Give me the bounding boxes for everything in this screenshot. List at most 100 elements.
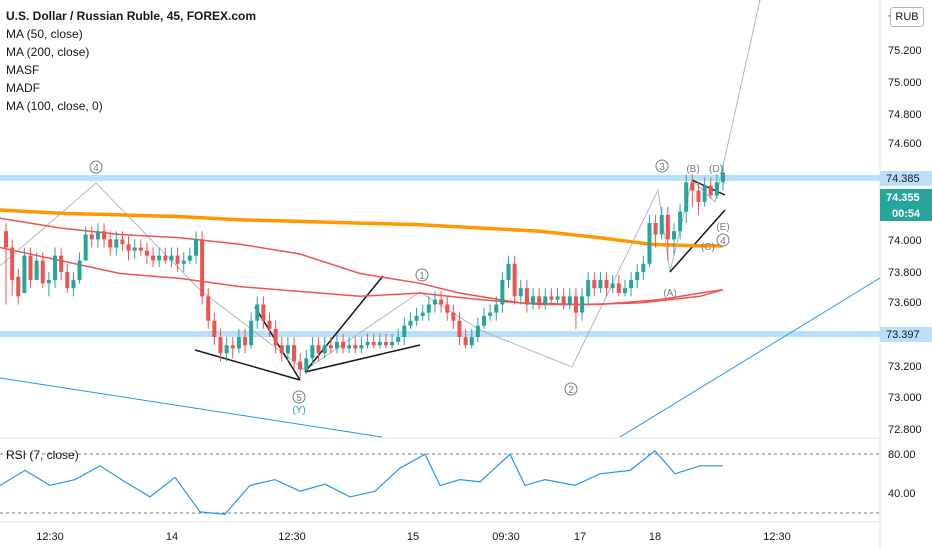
symbol-title[interactable]: U.S. Dollar / Russian Ruble, 45, FOREX.c… bbox=[6, 9, 257, 23]
candle bbox=[163, 247, 168, 264]
candle-body bbox=[426, 304, 431, 313]
ma-line-0 bbox=[0, 246, 724, 306]
candle bbox=[59, 247, 64, 281]
candle bbox=[561, 288, 566, 310]
candle-body bbox=[328, 345, 333, 349]
currency-button[interactable]: RUB bbox=[890, 7, 924, 27]
candle-body bbox=[144, 250, 149, 256]
candle-body bbox=[347, 345, 352, 349]
candle bbox=[451, 304, 456, 329]
candle-body bbox=[488, 312, 493, 316]
wedge-lower-line bbox=[194, 349, 301, 381]
candle bbox=[482, 307, 486, 329]
indicator-ma50[interactable]: MA (50, close) bbox=[6, 27, 83, 41]
candle-body bbox=[138, 247, 143, 251]
candle bbox=[573, 288, 578, 329]
candle-body bbox=[163, 255, 168, 261]
candle bbox=[537, 288, 542, 310]
wave-marker-2 bbox=[564, 382, 578, 396]
candle bbox=[714, 174, 719, 199]
candle bbox=[567, 288, 572, 310]
wave-label: (A) bbox=[663, 288, 676, 299]
wave-label: 3 bbox=[659, 162, 665, 173]
candle bbox=[390, 333, 395, 349]
candle-body bbox=[604, 280, 609, 289]
candlesticks bbox=[4, 164, 725, 378]
wave-label: (E) bbox=[716, 222, 729, 233]
candle-body bbox=[83, 234, 88, 261]
candle-body bbox=[647, 223, 652, 264]
candle-body bbox=[708, 185, 713, 196]
price-tick: 74.600 bbox=[888, 138, 922, 150]
candle bbox=[610, 275, 615, 294]
wave-marker-1 bbox=[415, 268, 429, 282]
candle-body bbox=[445, 304, 450, 313]
candle bbox=[445, 296, 450, 321]
candle bbox=[193, 231, 198, 264]
candle bbox=[635, 263, 640, 289]
candle-body bbox=[610, 283, 615, 289]
candle bbox=[555, 288, 560, 305]
candle-body bbox=[684, 182, 689, 212]
candle bbox=[4, 223, 8, 305]
candle bbox=[95, 223, 100, 248]
candle-body bbox=[377, 341, 382, 346]
candle bbox=[426, 296, 431, 321]
candle-body bbox=[653, 223, 658, 235]
candle bbox=[665, 206, 670, 261]
indicator-madf[interactable]: MADF bbox=[6, 81, 40, 95]
candle bbox=[132, 239, 137, 259]
candle bbox=[420, 304, 425, 321]
candle bbox=[22, 247, 27, 294]
candle bbox=[512, 255, 517, 305]
candle-body bbox=[494, 304, 499, 313]
candle bbox=[89, 226, 94, 248]
candle-body bbox=[273, 328, 278, 346]
candle-body bbox=[16, 276, 21, 297]
candle-body bbox=[108, 239, 113, 248]
candle-body bbox=[59, 255, 64, 272]
candle-body bbox=[414, 315, 419, 321]
candle-body bbox=[463, 337, 468, 346]
candle bbox=[439, 291, 444, 313]
indicator-ma100[interactable]: MA (100, close, 0) bbox=[6, 99, 103, 113]
price-tick: 74.000 bbox=[888, 235, 922, 247]
wave-label: 2 bbox=[568, 385, 574, 396]
candle-body bbox=[432, 299, 437, 305]
candle-body bbox=[555, 296, 560, 300]
candle bbox=[671, 223, 676, 256]
candle-body bbox=[200, 239, 205, 297]
candle-body bbox=[690, 182, 695, 191]
candle-body bbox=[10, 247, 15, 281]
candle bbox=[83, 226, 88, 261]
resistance-level-band bbox=[0, 175, 930, 181]
candle bbox=[653, 214, 658, 248]
rsi-line bbox=[0, 449, 723, 515]
triangle-upper-line bbox=[691, 179, 726, 196]
candle-body bbox=[518, 288, 523, 297]
candle bbox=[494, 296, 499, 321]
candle-body bbox=[267, 320, 272, 329]
candle-body bbox=[500, 280, 505, 305]
candle-body bbox=[230, 345, 235, 349]
candle-body bbox=[592, 280, 597, 289]
candle bbox=[524, 280, 529, 313]
candle-body bbox=[71, 280, 76, 289]
candle bbox=[592, 271, 597, 297]
candle bbox=[549, 288, 554, 305]
candle-body bbox=[665, 214, 670, 240]
candle-body bbox=[659, 214, 664, 235]
indicator-ma200[interactable]: MA (200, close) bbox=[6, 45, 90, 59]
price-tick: 72.800 bbox=[888, 424, 922, 436]
rsi-legend[interactable]: RSI (7, close) bbox=[6, 448, 79, 462]
candle-body bbox=[298, 361, 303, 370]
candle bbox=[347, 337, 352, 354]
candle-body bbox=[169, 255, 174, 261]
indicator-masf[interactable]: MASF bbox=[6, 63, 40, 77]
candle-body bbox=[132, 247, 137, 251]
candle-body bbox=[451, 312, 456, 321]
candle-body bbox=[408, 320, 413, 326]
candle-body bbox=[371, 341, 376, 346]
candle bbox=[488, 304, 493, 321]
